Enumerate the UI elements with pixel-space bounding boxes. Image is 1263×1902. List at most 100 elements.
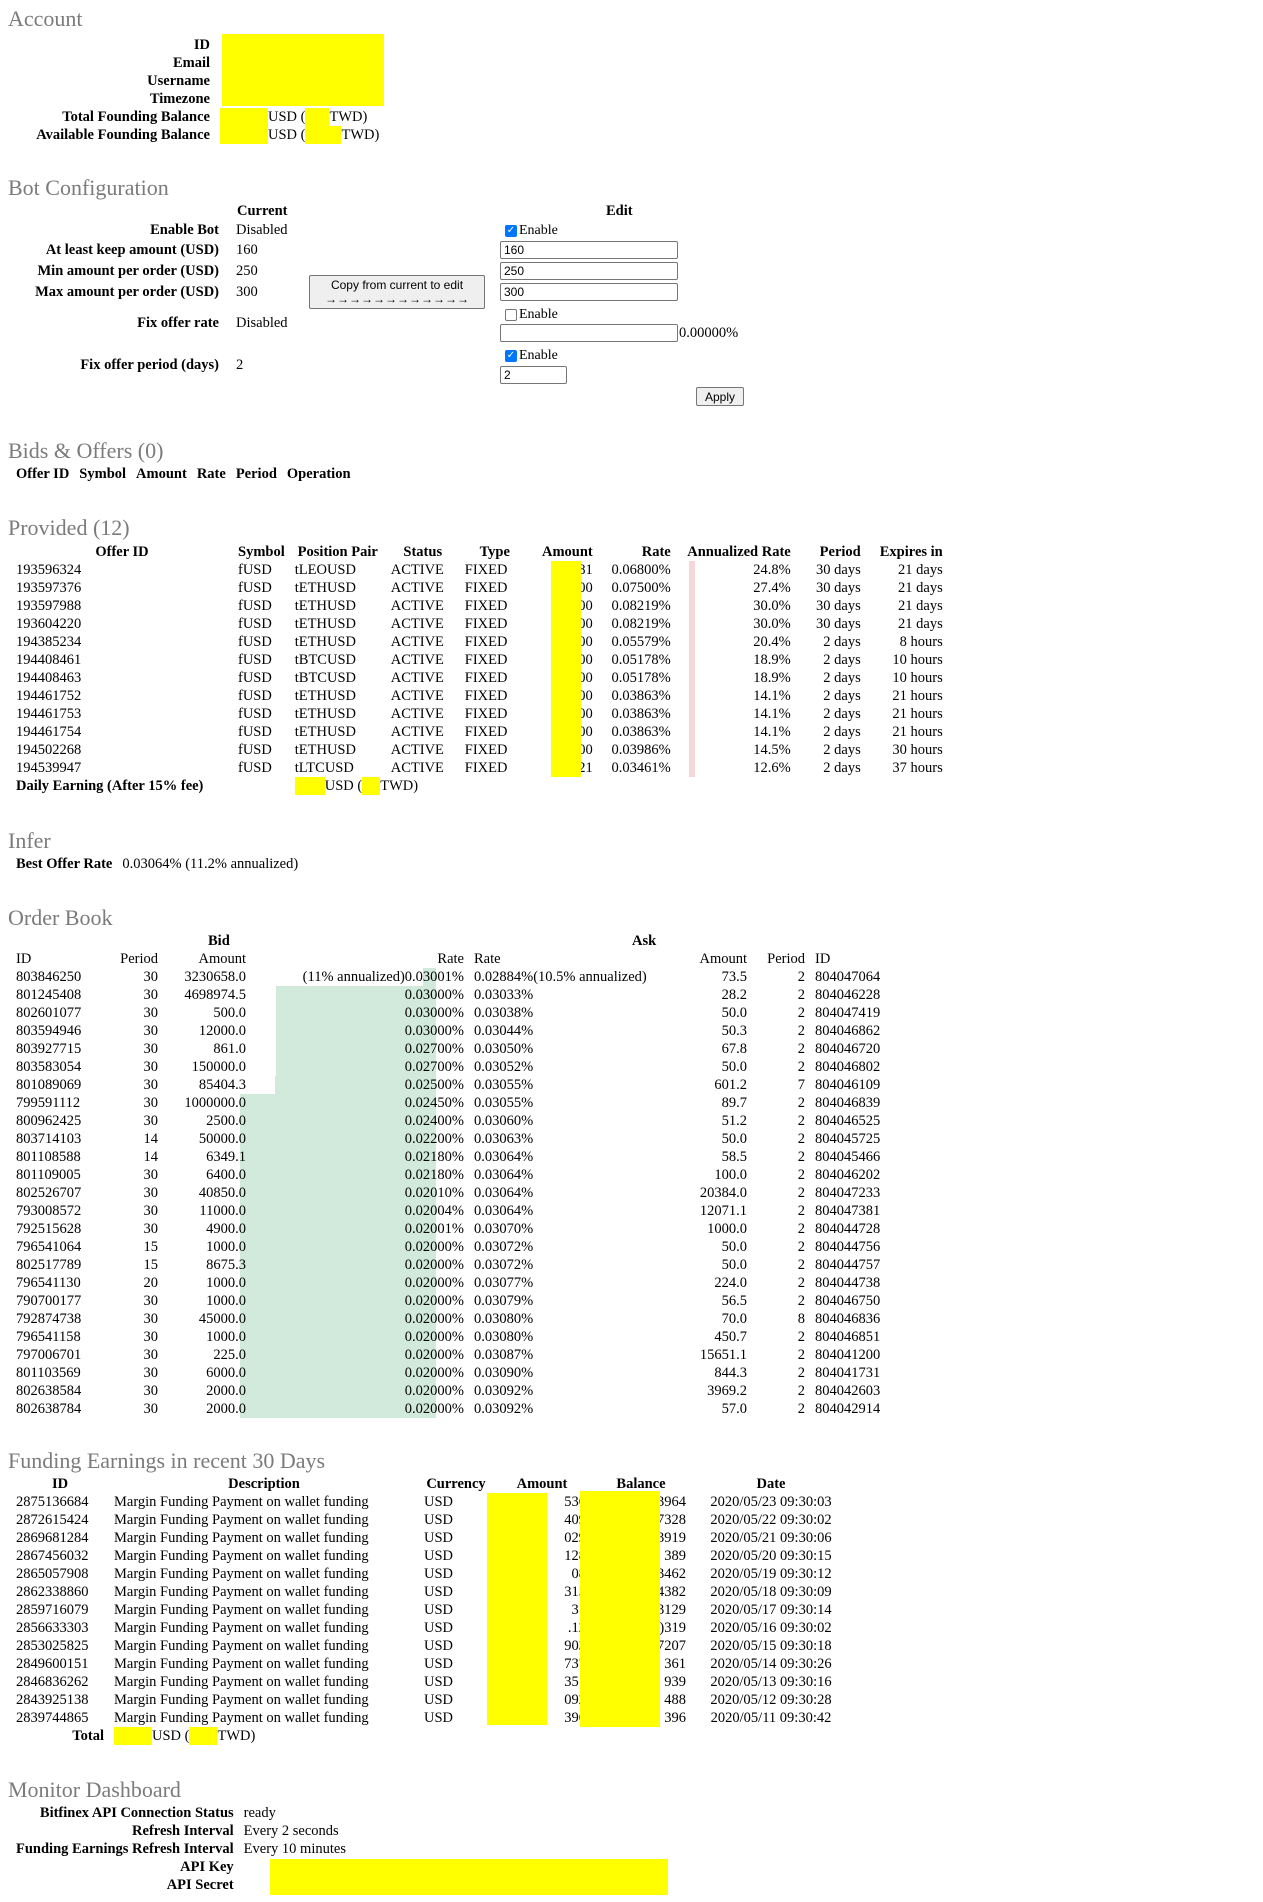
api-status-value: ready [243,1805,276,1821]
fix-offer-rate-checkbox[interactable]: Enable [505,306,558,324]
provided-row: 194461752 fUSD tETHUSD ACTIVE FIXED).00 0.038… [11,687,948,705]
provided-cell: 8 hours [899,634,943,650]
earnings-cell: USD [424,1656,454,1672]
fix-offer-rate-label: Fix offer rate [137,315,219,331]
order-book-cell: 804047419 [815,1005,881,1021]
apply-button[interactable]: Apply [696,387,744,406]
provided-row: 194408463 fUSD tBTCUSD ACTIVE FIXED).00 0.051… [11,669,948,687]
provided-cell: 2 days [823,688,861,704]
earnings-cell: 2853025825 [16,1638,89,1654]
earnings-cell: Margin Funding Payment on wallet funding [114,1584,369,1600]
provided-cell: 2 days [823,652,861,668]
order-book-cell: 802638784 [16,1401,82,1417]
order-book-cell: 861.0 [213,1041,246,1057]
order-book-cell: 2500.0 [206,1113,246,1129]
daily-earning-row: Daily Earning (After 15% fee) USD (TWD) [11,777,948,795]
order-book-cell: 30 [143,1203,159,1219]
enable-bot-checkbox[interactable]: ✓ Enable [505,223,558,238]
earnings-cell: USD [424,1674,454,1690]
order-book-cell: 0.03033% [474,987,534,1003]
provided-row: 193597988 fUSD tETHUSD ACTIVE FIXED).00 0.082… [11,597,948,615]
earnings-cell: USD [424,1692,454,1708]
account-id-label: ID [193,37,210,53]
provided-cell: fUSD [238,598,272,614]
account-total-label: Total Founding Balance [62,109,210,125]
bid-depth-bar [240,1166,436,1184]
order-book-cell: 0.02000% [404,1347,464,1363]
earnings-total-value: USD (TWD) [109,1727,419,1745]
earnings-cell: 2020/05/23 09:30:03 [710,1494,832,1510]
earnings-cell: 3462 [657,1566,686,1582]
earnings-cell: Margin Funding Payment on wallet funding [114,1548,369,1564]
order-book-cell: 0.02000% [404,1383,464,1399]
provided-cell: 194461754 [16,724,82,740]
order-book-cell: 2000.0 [206,1401,246,1417]
order-book-cell: 6400.0 [206,1167,246,1183]
provided-cell: 193596324 [16,562,82,578]
provided-col-header: Status [403,544,443,560]
copy-current-to-edit-button[interactable]: Copy from current to edit →→→→→→→→→→→→ [309,275,485,309]
order-book-cell: 12000.0 [198,1023,246,1039]
daily-earning-value: USD (TWD) [290,777,530,795]
fix-offer-period-checkbox[interactable]: ✓ Enable [505,348,558,363]
order-book-cell: 450.7 [714,1329,747,1345]
order-book-cell: 803927715 [16,1041,82,1057]
earnings-cell: USD [424,1566,454,1582]
provided-cell: ACTIVE [390,580,444,596]
order-book-cell: 28.2 [721,987,747,1003]
max-amount-input[interactable] [500,283,678,301]
order-book-cell: 802638584 [16,1383,82,1399]
order-book-cell: 45000.0 [198,1311,246,1327]
provided-cell: 194385234 [16,634,82,650]
order-book-cell: 100.0 [714,1167,747,1183]
order-book-cell: 0.02450% [404,1095,464,1111]
order-book-cell: 804044728 [815,1221,881,1237]
order-book-cell: 790700177 [16,1293,82,1309]
account-available-label: Available Founding Balance [36,127,210,143]
enable-bot-label: Enable Bot [150,222,219,238]
provided-row: 194502268 fUSD tETHUSD ACTIVE FIXED).00 0.039… [11,741,948,759]
order-book-row: 793008572 30 11000.0 0.02004% 0.03064% 12071.… [11,1202,900,1220]
order-book-cell: 0.02000% [404,1257,464,1273]
earnings-cell: 2839744865 [16,1710,89,1726]
account-timezone-label: Timezone [149,91,210,107]
order-book-row: 801245408 30 4698974.5 0.03000% 0.03033% 28.2… [11,986,900,1004]
earnings-cell: 2875136684 [16,1494,89,1510]
rate-bar [689,723,695,741]
order-book-cell: 796541130 [16,1275,81,1291]
provided-cell: FIXED [464,706,508,722]
order-book-cell: 89.7 [721,1095,747,1111]
order-book-cell: 2 [797,1383,805,1399]
provided-col-header: Type [479,544,510,560]
provided-cell: FIXED [464,760,508,776]
order-book-cell: 0.03000% [404,1005,464,1021]
order-book-cell: 12071.1 [699,1203,747,1219]
earnings-col-header: Balance [616,1476,666,1492]
keep-amount-input[interactable] [500,241,678,259]
order-book-cell: 30 [143,1167,159,1183]
infer-table: Best Offer Rate 0.03064% (11.2% annualiz… [11,855,303,873]
order-book-cell: 57.0 [721,1401,747,1417]
order-book-cell: 792874738 [16,1311,82,1327]
checkbox-unchecked-icon[interactable] [505,309,517,321]
fix-offer-rate-input[interactable] [500,324,678,342]
earnings-cell: 2020/05/22 09:30:02 [710,1512,832,1528]
earnings-cell: 2859716079 [16,1602,89,1618]
checkbox-checked-icon[interactable]: ✓ [505,225,517,237]
order-book-cell: 30 [143,1383,159,1399]
min-amount-input[interactable] [500,262,678,280]
bid-header: Bid [208,933,230,949]
order-book-cell: 30 [143,1311,159,1327]
checkbox-checked-icon[interactable]: ✓ [505,350,517,362]
order-book-cell: 804047381 [815,1203,881,1219]
order-book-cell: 30 [143,1095,159,1111]
bid-depth-bar [240,1148,436,1166]
order-book-cell: 0.02010% [404,1185,464,1201]
rate-bar [689,705,695,723]
fix-offer-period-input[interactable] [500,366,567,384]
order-book-cell: 2 [797,1365,805,1381]
bid-depth-bar [240,1292,436,1310]
api-status-label: Bitfinex API Connection Status [39,1805,234,1821]
order-book-cell: 2 [797,1059,805,1075]
order-book-cell: 2 [797,1239,805,1255]
